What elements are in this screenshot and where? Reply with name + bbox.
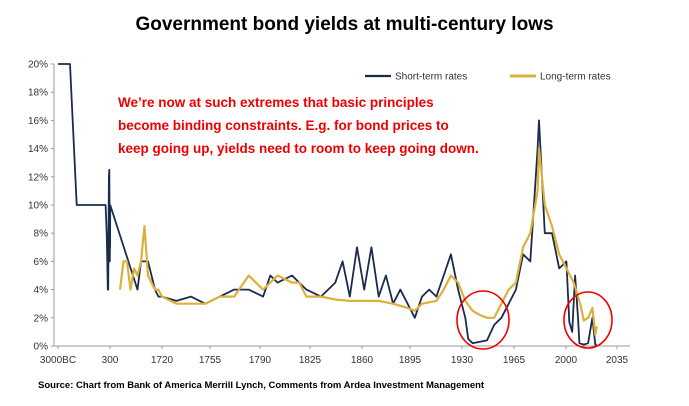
y-tick-label: 10% — [28, 201, 48, 212]
x-tick-label: 300 — [102, 355, 119, 366]
series-short-term-line — [58, 63, 597, 346]
y-tick-label: 0% — [34, 342, 49, 353]
series-long-term-line — [118, 147, 598, 336]
x-tick-label: 2035 — [606, 355, 629, 366]
y-tick-label: 12% — [28, 172, 48, 183]
x-tick-label: 2000 — [555, 355, 578, 366]
y-tick-label: 6% — [34, 257, 49, 268]
chart-title: Government bond yields at multi-century … — [135, 14, 554, 35]
source-note: Source: Chart from Bank of America Merri… — [38, 380, 485, 391]
y-tick-label: 8% — [34, 229, 49, 240]
x-tick-label: 1720 — [151, 355, 174, 366]
y-tick-label: 2% — [34, 313, 49, 324]
highlight-circle-1930s — [456, 290, 510, 350]
y-tick-label: 16% — [28, 116, 48, 127]
annotation-line-1: We’re now at such extremes that basic pr… — [118, 95, 434, 110]
highlight-circle-current — [563, 291, 613, 349]
x-tick-label: 1755 — [199, 355, 222, 366]
x-tick-label: 3000BC — [40, 355, 76, 366]
axes: 0% 2% 4% 6% 8% 10% 12% 14% 16% 18% 20% 3000BC 300 172… — [28, 60, 630, 366]
y-tick-label: 20% — [28, 60, 48, 71]
x-tick-label: 1895 — [399, 355, 422, 366]
y-tick-label: 18% — [28, 88, 48, 99]
x-tick-label: 1930 — [451, 355, 474, 366]
x-tick-label: 1965 — [503, 355, 526, 366]
annotation-line-3: keep going up, yields need to room to ke… — [118, 141, 479, 156]
legend-label-short-term: Short-term rates — [395, 72, 467, 83]
y-tick-label: 14% — [28, 144, 48, 155]
y-tick-label: 4% — [34, 285, 49, 296]
highlight-circles — [456, 290, 613, 350]
x-tick-label: 1825 — [299, 355, 322, 366]
x-tick-label: 1860 — [351, 355, 374, 366]
series-layer — [58, 63, 598, 346]
legend-label-long-term: Long-term rates — [540, 72, 611, 83]
annotation-line-2: become binding constraints. E.g. for bon… — [118, 118, 449, 133]
x-tick-label: 1790 — [249, 355, 272, 366]
legend: Short-term rates Long-term rates — [365, 72, 611, 83]
